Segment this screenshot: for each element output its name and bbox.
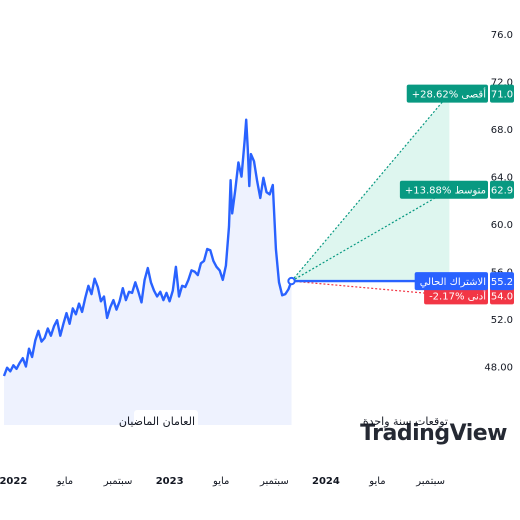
forecast-range-fill [291, 93, 450, 282]
past-section-label-box: العامان الماضيان [119, 410, 198, 432]
y-tick-label: 52.0 [491, 315, 513, 326]
forecast-max-tag-label-box [406, 84, 488, 103]
forecast-area-layer [291, 93, 450, 282]
forecast-max-tag-value: 71.0 [491, 90, 513, 101]
current-price-tag-label-box [414, 272, 488, 291]
y-tick-label: 60.0 [491, 220, 513, 231]
x-axis: 2022 مايو سبتمبر 2023 مايو سبتمبر 2024 مايو سبتم… [0, 476, 445, 487]
forecast-avg-tag-value-box [490, 180, 514, 199]
forecast-line-2 [291, 280, 450, 296]
x-tick-month: سبتمبر [415, 476, 445, 487]
x-tick-year: 2023 [156, 476, 184, 487]
x-tick-month: سبتمبر [103, 476, 133, 487]
x-tick-month: مايو [368, 476, 385, 487]
forecast-line-0 [291, 93, 450, 282]
x-tick-month: مايو [212, 476, 229, 487]
forecast-section-label: توقعات سنة واحدة [363, 415, 448, 428]
forecast-avg-tag-value: 62.9 [491, 186, 513, 197]
forecast-section-label-box: توقعات سنة واحدة [363, 410, 452, 432]
forecast-avg-tag-label: +13.88% متوسط [405, 186, 486, 197]
forecast-min-tag-label-box [424, 286, 488, 305]
current-price-tag: 55.2 الاشتراك الحالي [414, 272, 514, 291]
past-section-label: العامان الماضيان [119, 415, 195, 428]
forecast-avg-tag-label-box [399, 180, 488, 199]
forecast-min-tag-label: -2.17% أدنى [429, 289, 486, 302]
forecast-min-tag-value: 54.0 [491, 291, 513, 302]
y-tick-label: 64.0 [491, 173, 513, 184]
y-tick-label: 76.0 [491, 30, 513, 41]
last-price-point [287, 276, 296, 286]
x-tick-year: 2022 [0, 476, 27, 487]
forecast-min-tag: 54.0 -2.17% أدنى [424, 286, 514, 305]
value-tags: 71.0 +28.62% أقصى 62.9 +13.88% متوسط 54.0 -2.… [399, 84, 514, 305]
current-price-tag-label: الاشتراك الحالي [420, 277, 486, 288]
x-tick-month: سبتمبر [259, 476, 289, 487]
forecast-max-tag-value-box [490, 84, 514, 103]
current-price-tag-value: 55.2 [491, 277, 513, 288]
x-tick-month: مايو [56, 476, 73, 487]
x-tick-year: 2024 [312, 476, 340, 487]
svg-text:TradingView: TradingView [360, 421, 507, 446]
current-price-tag-value-box [490, 272, 514, 291]
price-series-line [2, 118, 293, 377]
y-tick-label: 48.00 [484, 363, 513, 374]
forecast-max-tag-label: +28.62% أقصى [412, 88, 486, 101]
y-tick-label: 68.0 [491, 125, 513, 136]
forecast-min-tag-value-box [490, 286, 514, 305]
y-tick-label: 72.0 [491, 78, 513, 89]
forecast-avg-tag: 62.9 +13.88% متوسط [399, 180, 514, 199]
tradingview-watermark: TradingView [360, 421, 508, 446]
forecast-max-tag: 71.0 +28.62% أقصى [406, 84, 514, 103]
